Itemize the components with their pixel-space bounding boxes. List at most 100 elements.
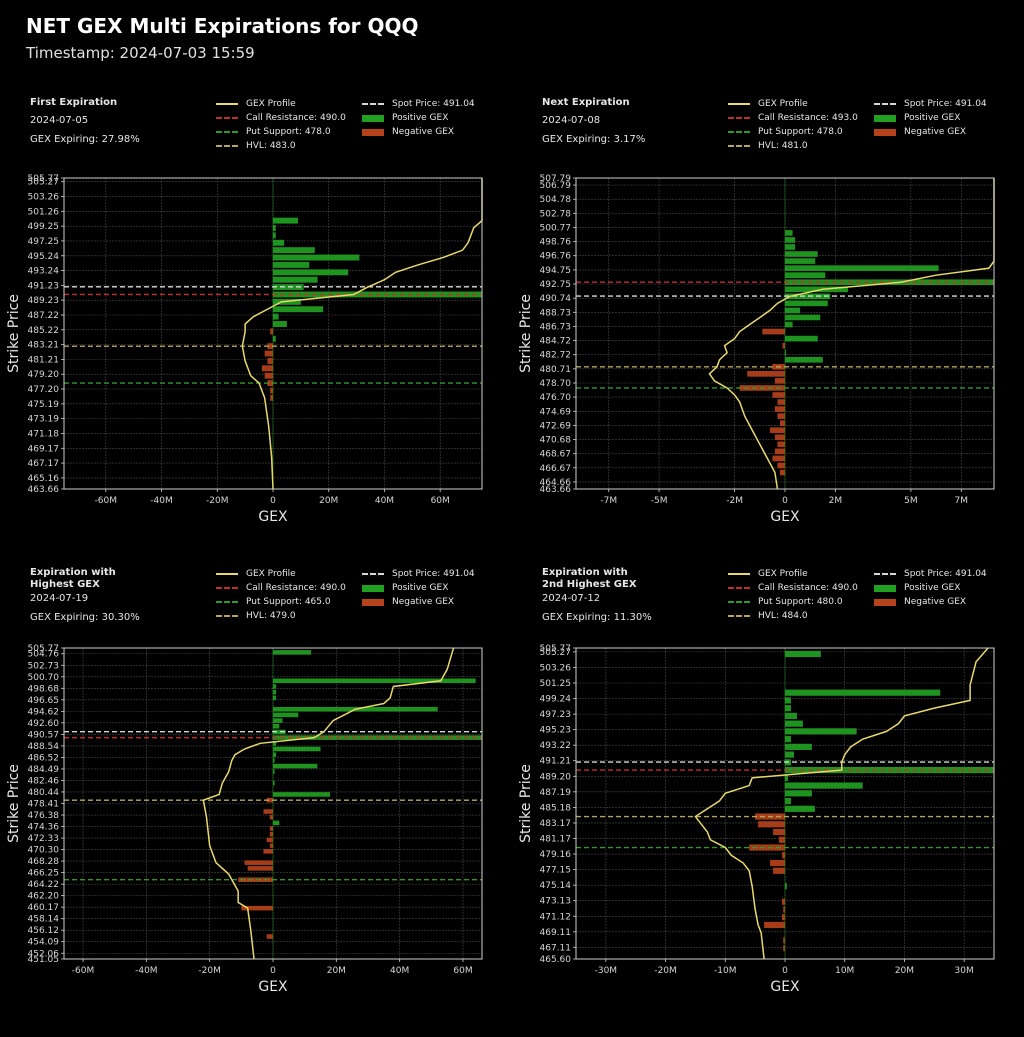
legend-spot-price: Spot Price: 491.04 xyxy=(874,567,987,581)
svg-text:463.66: 463.66 xyxy=(540,485,572,495)
svg-text:491.21: 491.21 xyxy=(540,757,572,767)
svg-text:488.73: 488.73 xyxy=(540,308,572,318)
svg-text:490.57: 490.57 xyxy=(28,730,60,740)
legend-spot-price: Spot Price: 491.04 xyxy=(362,567,475,581)
expiration-date: 2024-07-05 xyxy=(30,115,89,126)
x-axis-label: GEX xyxy=(258,979,288,995)
legend-hvl: HVL: 479.0 xyxy=(216,609,346,623)
expiration-date: 2024-07-19 xyxy=(30,593,89,604)
svg-text:467.11: 467.11 xyxy=(540,943,572,953)
svg-text:478.70: 478.70 xyxy=(540,379,572,389)
svg-text:483.21: 483.21 xyxy=(28,341,60,351)
svg-text:452.06: 452.06 xyxy=(28,949,60,959)
legend-put-support-label: Put Support: 478.0 xyxy=(758,127,843,137)
gex-bars xyxy=(749,650,994,952)
svg-text:-20M: -20M xyxy=(198,966,220,976)
svg-text:489.23: 489.23 xyxy=(28,296,60,306)
svg-text:470.68: 470.68 xyxy=(540,436,572,446)
legend-spot-price-label: Spot Price: 491.04 xyxy=(904,99,987,109)
svg-text:484.72: 484.72 xyxy=(540,337,572,347)
svg-text:505.77: 505.77 xyxy=(28,644,60,654)
svg-text:-40M: -40M xyxy=(150,496,172,506)
svg-text:500.77: 500.77 xyxy=(540,223,572,233)
svg-text:478.41: 478.41 xyxy=(28,800,60,810)
svg-text:485.22: 485.22 xyxy=(28,326,60,336)
svg-text:-20M: -20M xyxy=(654,966,676,976)
expiration-date: 2024-07-08 xyxy=(542,115,601,126)
svg-text:498.76: 498.76 xyxy=(540,238,572,248)
legend-gex-profile-label: GEX Profile xyxy=(758,569,808,579)
expiration-date: 2024-07-12 xyxy=(542,593,601,604)
legend-hvl-label: HVL: 484.0 xyxy=(758,611,808,621)
gex-chart: 465.60 467.11 469.11 471.12 473.13 475.14 477.… xyxy=(518,644,995,995)
gex-expiring: GEX Expiring: 3.17% xyxy=(542,134,646,145)
legend-gex-profile: GEX Profile xyxy=(216,567,346,581)
svg-text:468.28: 468.28 xyxy=(28,857,60,867)
x-axis-label: GEX xyxy=(770,509,800,525)
legend-hvl-swatch xyxy=(216,615,238,617)
svg-text:454.09: 454.09 xyxy=(28,938,60,948)
legend-call-resistance: Call Resistance: 490.0 xyxy=(728,581,858,595)
legend-put-support: Put Support: 478.0 xyxy=(728,125,858,139)
legend-put-support-swatch xyxy=(728,131,750,133)
legend-gex-profile-swatch xyxy=(728,573,750,575)
legend-positive-gex: Positive GEX xyxy=(874,111,987,125)
svg-text:474.36: 474.36 xyxy=(28,823,60,833)
legend-call-resistance-label: Call Resistance: 490.0 xyxy=(246,583,346,593)
svg-text:500.70: 500.70 xyxy=(28,673,60,683)
expiration-info: Expiration with Highest GEX 2024-07-19 GEX… xyxy=(30,567,140,623)
legend-negative-gex: Negative GEX xyxy=(362,595,475,609)
svg-text:496.76: 496.76 xyxy=(540,252,572,262)
legend-negative-gex-label: Negative GEX xyxy=(392,597,455,607)
legend-negative-gex-swatch xyxy=(362,598,384,606)
svg-text:460.17: 460.17 xyxy=(28,903,60,913)
svg-text:462.20: 462.20 xyxy=(28,892,60,902)
legend-positive-gex: Positive GEX xyxy=(362,111,475,125)
x-axis-label: GEX xyxy=(258,509,288,525)
svg-text:-20M: -20M xyxy=(206,496,228,506)
x-axis-label: GEX xyxy=(770,979,800,995)
legend-right: Spot Price: 491.04 Positive GEX Negative G… xyxy=(874,567,987,609)
svg-text:466.25: 466.25 xyxy=(28,869,60,879)
svg-text:472.69: 472.69 xyxy=(540,421,572,431)
svg-text:7M: 7M xyxy=(955,496,969,506)
svg-text:499.25: 499.25 xyxy=(28,222,60,232)
svg-text:-7M: -7M xyxy=(600,496,617,506)
svg-text:494.62: 494.62 xyxy=(28,707,60,717)
svg-text:503.26: 503.26 xyxy=(540,663,572,673)
y-axis-label: Strike Price xyxy=(518,764,534,843)
expiration-name: Expiration with Highest GEX xyxy=(30,567,116,590)
svg-text:490.74: 490.74 xyxy=(540,294,572,304)
svg-text:469.17: 469.17 xyxy=(28,444,60,454)
svg-text:499.24: 499.24 xyxy=(540,695,572,705)
svg-text:504.76: 504.76 xyxy=(28,650,60,660)
legend-put-support-swatch xyxy=(216,131,238,133)
svg-text:502.78: 502.78 xyxy=(540,209,572,219)
x-tick-labels: -60M -40M -20M 0 20M 40M 60M xyxy=(72,959,473,976)
y-axis-label: Strike Price xyxy=(518,294,534,373)
svg-text:477.15: 477.15 xyxy=(540,866,572,876)
legend-positive-gex: Positive GEX xyxy=(874,581,987,595)
expiration-name: Expiration with 2nd Highest GEX xyxy=(542,567,637,590)
expiration-name: Next Expiration xyxy=(542,97,630,108)
gex-bars xyxy=(739,230,994,476)
legend-call-resistance-swatch xyxy=(216,117,238,119)
timestamp: Timestamp: 2024-07-03 15:59 xyxy=(26,44,255,62)
legend-positive-gex-label: Positive GEX xyxy=(904,583,961,593)
panel-highest-gex: Expiration with Highest GEX 2024-07-19 GEX… xyxy=(0,567,512,1037)
legend-negative-gex-swatch xyxy=(874,598,896,606)
legend-gex-profile: GEX Profile xyxy=(728,567,858,581)
legend-left: GEX Profile Call Resistance: 490.0 Put Sup… xyxy=(216,97,346,153)
legend-hvl: HVL: 483.0 xyxy=(216,139,346,153)
svg-text:505.27: 505.27 xyxy=(540,648,572,658)
legend-gex-profile-swatch xyxy=(728,103,750,105)
svg-text:505.27: 505.27 xyxy=(28,178,60,188)
legend-left: GEX Profile Call Resistance: 493.0 Put Sup… xyxy=(728,97,858,153)
legend-put-support-label: Put Support: 480.0 xyxy=(758,597,843,607)
svg-text:470.30: 470.30 xyxy=(28,846,60,856)
x-tick-labels: -30M -20M -10M 0 10M 20M 30M xyxy=(595,959,974,976)
legend-spot-price-label: Spot Price: 491.04 xyxy=(392,569,475,579)
legend-call-resistance: Call Resistance: 490.0 xyxy=(216,111,346,125)
svg-text:487.19: 487.19 xyxy=(540,788,572,798)
